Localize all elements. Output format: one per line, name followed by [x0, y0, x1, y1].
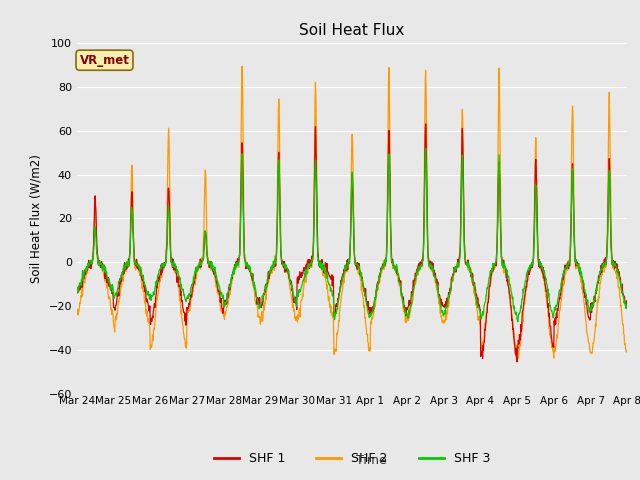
Line: SHF 1: SHF 1 — [77, 124, 627, 362]
SHF 3 — [514, 319, 522, 324]
SHF 2 — [257, 319, 265, 324]
Title: Soil Heat Flux: Soil Heat Flux — [300, 23, 404, 38]
SHF 3 — [257, 301, 264, 307]
SHF 3 — [623, 306, 631, 312]
SHF 1 — [623, 301, 631, 307]
SHF 2 — [195, 259, 203, 265]
Legend: SHF 1, SHF 2, SHF 3: SHF 1, SHF 2, SHF 3 — [214, 453, 490, 466]
SHF 3 — [559, 275, 566, 280]
Y-axis label: Soil Heat Flux (W/m2): Soil Heat Flux (W/m2) — [30, 154, 43, 283]
SHF 1 — [182, 322, 189, 328]
SHF 1 — [422, 121, 429, 127]
SHF 2 — [559, 289, 566, 295]
SHF 3 — [182, 299, 189, 305]
Text: Time: Time — [356, 454, 387, 468]
Text: VR_met: VR_met — [79, 54, 129, 67]
SHF 2 — [515, 355, 522, 361]
SHF 3 — [73, 289, 81, 295]
SHF 1 — [257, 303, 264, 309]
SHF 1 — [513, 359, 521, 365]
SHF 1 — [73, 288, 81, 294]
SHF 1 — [438, 302, 445, 308]
SHF 1 — [195, 263, 203, 269]
SHF 3 — [438, 309, 445, 315]
SHF 1 — [559, 275, 566, 281]
SHF 2 — [438, 314, 445, 320]
Line: SHF 3: SHF 3 — [77, 148, 627, 322]
SHF 3 — [510, 306, 518, 312]
SHF 2 — [73, 308, 81, 314]
SHF 2 — [623, 349, 631, 355]
SHF 1 — [510, 334, 518, 339]
SHF 2 — [182, 340, 189, 346]
SHF 3 — [422, 145, 429, 151]
SHF 2 — [238, 63, 246, 69]
SHF 3 — [195, 262, 203, 268]
Line: SHF 2: SHF 2 — [77, 66, 627, 358]
SHF 2 — [510, 328, 518, 334]
